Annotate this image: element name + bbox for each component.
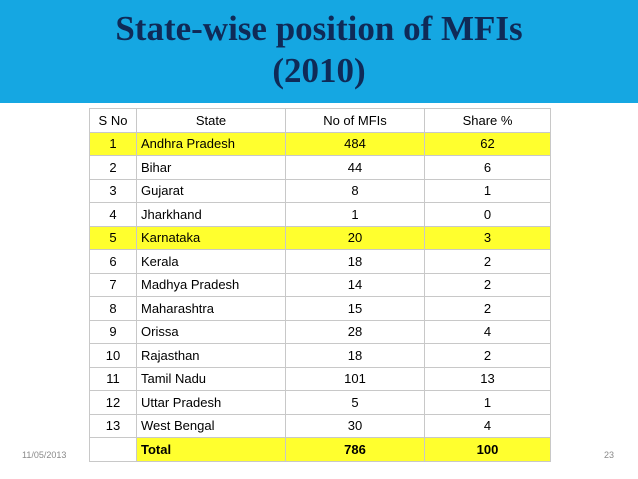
cell-state: Jharkhand: [136, 202, 286, 227]
table-total-row: Total 786 100: [89, 437, 551, 462]
title-banner: [0, 0, 638, 103]
cell-share: 6: [424, 155, 551, 180]
cell-state: West Bengal: [136, 413, 286, 438]
cell-state: Kerala: [136, 249, 286, 274]
cell-sno: 12: [89, 390, 137, 415]
cell-sno: 5: [89, 225, 137, 250]
cell-sno: 10: [89, 343, 137, 368]
cell-no-of-mfis: 5: [285, 390, 425, 415]
cell-no-of-mfis: 44: [285, 155, 425, 180]
table-row: 9 Orissa 28 4: [89, 319, 551, 344]
cell-no-of-mfis: 1: [285, 202, 425, 227]
table-row: 1 Andhra Pradesh 484 62: [89, 131, 551, 156]
table-row: 13 West Bengal 30 4: [89, 413, 551, 438]
cell-sno: 9: [89, 319, 137, 344]
cell-share: 2: [424, 249, 551, 274]
cell-share: 1: [424, 178, 551, 203]
cell-share: 2: [424, 272, 551, 297]
cell-no-of-mfis: 18: [285, 249, 425, 274]
cell-sno: 11: [89, 366, 137, 391]
cell-sno: 13: [89, 413, 137, 438]
cell-sno: [89, 437, 137, 462]
cell-share: 3: [424, 225, 551, 250]
header-sno: S No: [89, 108, 137, 133]
cell-no-of-mfis: 28: [285, 319, 425, 344]
cell-no-of-mfis: 8: [285, 178, 425, 203]
cell-share: 4: [424, 413, 551, 438]
cell-state: Gujarat: [136, 178, 286, 203]
cell-total-mfis: 786: [285, 437, 425, 462]
table-row: 12 Uttar Pradesh 5 1: [89, 390, 551, 415]
cell-no-of-mfis: 20: [285, 225, 425, 250]
cell-share: 2: [424, 343, 551, 368]
cell-sno: 1: [89, 131, 137, 156]
cell-no-of-mfis: 484: [285, 131, 425, 156]
table-row: 10 Rajasthan 18 2: [89, 343, 551, 368]
table-row: 6 Kerala 18 2: [89, 249, 551, 274]
cell-no-of-mfis: 101: [285, 366, 425, 391]
cell-sno: 4: [89, 202, 137, 227]
cell-total-share: 100: [424, 437, 551, 462]
cell-state: Andhra Pradesh: [136, 131, 286, 156]
table-header-row: S No State No of MFIs Share %: [89, 108, 551, 133]
title-line-2: (2010): [272, 51, 366, 90]
cell-state: Rajasthan: [136, 343, 286, 368]
mfi-table: S No State No of MFIs Share % 1 Andhra P…: [89, 108, 551, 462]
cell-no-of-mfis: 15: [285, 296, 425, 321]
table-row: 8 Maharashtra 15 2: [89, 296, 551, 321]
cell-sno: 7: [89, 272, 137, 297]
cell-share: 2: [424, 296, 551, 321]
cell-state: Orissa: [136, 319, 286, 344]
cell-sno: 3: [89, 178, 137, 203]
header-share: Share %: [424, 108, 551, 133]
cell-state: Uttar Pradesh: [136, 390, 286, 415]
cell-sno: 6: [89, 249, 137, 274]
cell-total-label: Total: [136, 437, 286, 462]
cell-share: 62: [424, 131, 551, 156]
cell-sno: 8: [89, 296, 137, 321]
table-row: 4 Jharkhand 1 0: [89, 202, 551, 227]
slide-title: State-wise position of MFIs (2010): [0, 8, 638, 92]
table-row: 7 Madhya Pradesh 14 2: [89, 272, 551, 297]
table-row: 11 Tamil Nadu 101 13: [89, 366, 551, 391]
header-no-of-mfis: No of MFIs: [285, 108, 425, 133]
cell-no-of-mfis: 18: [285, 343, 425, 368]
cell-share: 4: [424, 319, 551, 344]
table-row: 5 Karnataka 20 3: [89, 225, 551, 250]
table-row: 2 Bihar 44 6: [89, 155, 551, 180]
cell-no-of-mfis: 14: [285, 272, 425, 297]
cell-sno: 2: [89, 155, 137, 180]
cell-share: 0: [424, 202, 551, 227]
cell-state: Bihar: [136, 155, 286, 180]
cell-state: Karnataka: [136, 225, 286, 250]
cell-share: 13: [424, 366, 551, 391]
cell-state: Maharashtra: [136, 296, 286, 321]
footer-date: 11/05/2013: [22, 450, 67, 460]
cell-share: 1: [424, 390, 551, 415]
cell-state: Tamil Nadu: [136, 366, 286, 391]
cell-no-of-mfis: 30: [285, 413, 425, 438]
cell-state: Madhya Pradesh: [136, 272, 286, 297]
title-line-1: State-wise position of MFIs: [115, 9, 523, 48]
table-row: 3 Gujarat 8 1: [89, 178, 551, 203]
header-state: State: [136, 108, 286, 133]
page-number: 23: [603, 450, 614, 460]
